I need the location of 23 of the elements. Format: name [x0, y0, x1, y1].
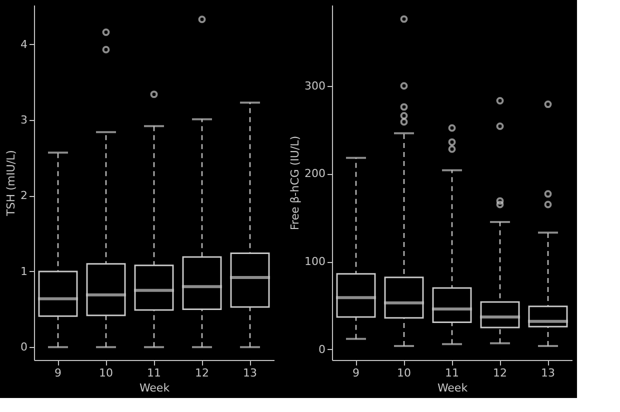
y-tick-label: 1: [20, 264, 28, 278]
y-tick-label: 3: [20, 114, 28, 127]
x-tick-label: 11: [147, 366, 161, 380]
x-tick-label: 10: [99, 366, 113, 380]
y-tick-label: 0: [318, 342, 326, 356]
y-axis-title: Free β-hCG (IU/L): [288, 136, 302, 230]
x-tick-label: 13: [541, 366, 555, 380]
y-tick-label: 2: [20, 189, 28, 202]
y-tick-label: 0: [20, 340, 28, 354]
x-tick-label: 9: [352, 366, 360, 380]
x-tick-label: 10: [397, 366, 411, 380]
y-axis-title: TSH (mIU/L): [4, 150, 18, 217]
y-tick-label: 4: [20, 38, 28, 51]
x-axis-title: Week: [139, 382, 170, 394]
y-tick-label: 200: [304, 167, 326, 180]
x-tick-label: 11: [445, 366, 459, 380]
x-axis-title: Week: [437, 382, 468, 394]
y-tick-label: 300: [304, 79, 326, 92]
x-tick-label: 13: [243, 366, 257, 380]
x-tick-label: 12: [493, 366, 507, 380]
x-tick-label: 9: [54, 366, 62, 380]
y-tick-label: 100: [304, 255, 326, 268]
x-tick-label: 12: [195, 366, 209, 380]
